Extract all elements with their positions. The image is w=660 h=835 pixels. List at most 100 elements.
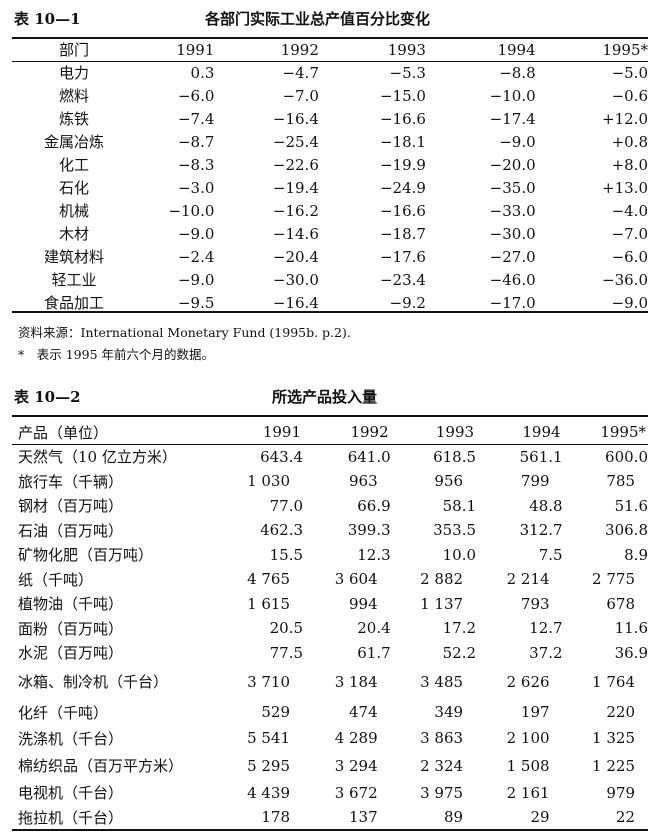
- row-label: 冰箱、制冷机（千台）: [18, 673, 169, 691]
- cell-value: −6.0: [177, 86, 215, 105]
- cell-value: 353.5: [433, 521, 477, 540]
- row-label: 面粉（百万吨）: [18, 619, 124, 638]
- cell-value: −20.4: [272, 247, 319, 266]
- header-row: 产品（单位） 1991 1992 1993 1994 1995*: [12, 420, 648, 445]
- table-row: 矿物化肥（百万吨） 15.5 12.3 10.0 7.5 8.9: [12, 543, 648, 568]
- row-label: 化纤（千吨）: [18, 703, 109, 722]
- table-row: 化工 −8.3 −22.6 −19.9 −20.0 +8.0: [12, 153, 648, 176]
- cell-value: 474: [349, 703, 378, 721]
- table1-source: 资料来源：International Monetary Fund (1995b.…: [18, 325, 351, 340]
- cell-value: 0.3: [190, 63, 215, 82]
- cell-value: −46.0: [489, 270, 536, 289]
- cell-value: −8.8: [499, 63, 536, 82]
- table-row: 石油（百万吨） 462.3 399.3 353.5 312.7 306.8: [12, 518, 648, 543]
- cell-value: 3 184: [334, 672, 378, 691]
- table1-title: 各部门实际工业总产值百分比变化: [205, 10, 431, 28]
- cell-value: −16.6: [379, 109, 426, 128]
- table1-bottom-rule: [12, 311, 648, 313]
- table2-header-rule: [12, 444, 648, 445]
- cell-value: 1 615: [247, 594, 291, 613]
- cell-value: −17.6: [379, 247, 426, 266]
- cell-value: 1 508: [506, 756, 550, 775]
- cell-value: −4.7: [282, 63, 319, 82]
- cell-value: −9.0: [177, 224, 215, 243]
- cell-value: 2 100: [506, 729, 550, 748]
- table1-top-rule: [12, 37, 648, 39]
- table2-top-rule: [12, 415, 648, 417]
- cell-value: 3 710: [247, 672, 291, 691]
- cell-value: 462.3: [260, 521, 304, 540]
- row-label: 矿物化肥（百万吨）: [18, 546, 154, 565]
- cell-value: −17.0: [489, 293, 536, 312]
- cell-value: 561.1: [519, 447, 563, 466]
- cell-value: −16.6: [379, 201, 426, 220]
- cell-value: 643.4: [260, 447, 304, 466]
- table1-footnote: * 表示 1995 年前六个月的数据。: [18, 347, 215, 362]
- cell-value: 1 030: [247, 472, 291, 491]
- cell-value: 618.5: [433, 447, 477, 466]
- cell-value: 66.9: [357, 496, 391, 515]
- table-row: 金属冶炼 −8.7 −25.4 −18.1 −9.0 +0.8: [12, 130, 648, 153]
- cell-value: −16.4: [272, 293, 319, 312]
- cell-value: 77.5: [269, 643, 304, 662]
- cell-value: +12.0: [602, 109, 648, 128]
- column-header: 1993: [435, 423, 475, 442]
- cell-value: −4.0: [611, 201, 648, 220]
- table2: 产品（单位） 1991 1992 1993 1994 1995* 天然气（10 亿立方米） 6…: [12, 420, 648, 830]
- column-header: 1991: [176, 40, 215, 59]
- cell-value: −17.4: [489, 109, 536, 128]
- cell-value: −3.0: [177, 178, 215, 197]
- cell-value: 77.0: [269, 496, 304, 515]
- column-header: 1991: [262, 423, 302, 442]
- cell-value: −2.4: [177, 247, 215, 266]
- table-row: 石化 −3.0 −19.4 −24.9 −35.0 +13.0: [12, 176, 648, 199]
- column-header: 1992: [350, 423, 389, 442]
- cell-value: −8.3: [177, 155, 215, 174]
- row-label: 拖拉机（千台）: [18, 808, 124, 827]
- column-header-label: 产品（单位）: [18, 423, 109, 442]
- cell-value: 312.7: [519, 521, 563, 540]
- cell-value: −8.7: [177, 132, 215, 151]
- cell-value: −15.0: [379, 86, 426, 105]
- cell-value: −16.4: [272, 109, 319, 128]
- table2-title: 所选产品投入量: [272, 388, 378, 406]
- row-label: 石化: [59, 179, 90, 197]
- cell-value: −14.6: [272, 224, 319, 243]
- cell-value: 3 672: [334, 783, 378, 802]
- cell-value: 22: [615, 808, 635, 827]
- cell-value: +8.0: [611, 155, 648, 174]
- cell-value: 137: [349, 808, 378, 827]
- table-row: 化纤（千吨） 529 474 349 197 220: [12, 698, 648, 726]
- row-label: 机械: [59, 202, 90, 220]
- table-row: 食品加工 −9.5 −16.4 −9.2 −17.0 −9.0: [12, 291, 648, 314]
- cell-value: 2 324: [420, 756, 464, 775]
- cell-value: −24.9: [379, 178, 426, 197]
- cell-value: 785: [606, 472, 635, 491]
- row-label: 旅行车（千辆）: [18, 472, 124, 491]
- cell-value: 12.3: [357, 545, 391, 564]
- cell-value: 2 882: [420, 570, 464, 589]
- cell-value: −5.0: [611, 63, 648, 82]
- cell-value: 799: [520, 472, 550, 491]
- cell-value: 7.5: [538, 545, 563, 564]
- cell-value: 17.2: [442, 619, 477, 638]
- cell-value: −6.0: [611, 247, 648, 266]
- column-header-label: 部门: [59, 41, 90, 59]
- cell-value: 2 161: [506, 783, 550, 802]
- cell-value: −18.7: [379, 224, 426, 243]
- row-label: 金属冶炼: [44, 133, 105, 151]
- cell-value: 12.7: [529, 619, 563, 638]
- cell-value: −30.0: [272, 270, 319, 289]
- table2-label: 表 10—2: [14, 388, 81, 406]
- cell-value: −20.0: [489, 155, 536, 174]
- cell-value: 37.2: [529, 643, 563, 662]
- cell-value: 8.9: [624, 545, 648, 564]
- cell-value: −30.0: [489, 224, 536, 243]
- header-row: 部门 1991 1992 1993 1994 1995*: [12, 38, 648, 61]
- table-row: 钢材（百万吨） 77.0 66.9 58.1 48.8 51.6: [12, 494, 648, 519]
- table-row: 植物油（千吨） 1 615 994 1 137 793 678: [12, 592, 648, 617]
- row-label: 木材: [59, 225, 90, 243]
- table-row: 电视机（千台） 4 439 3 672 3 975 2 161 979: [12, 781, 648, 806]
- cell-value: −22.6: [272, 155, 319, 174]
- cell-value: −25.4: [272, 132, 319, 151]
